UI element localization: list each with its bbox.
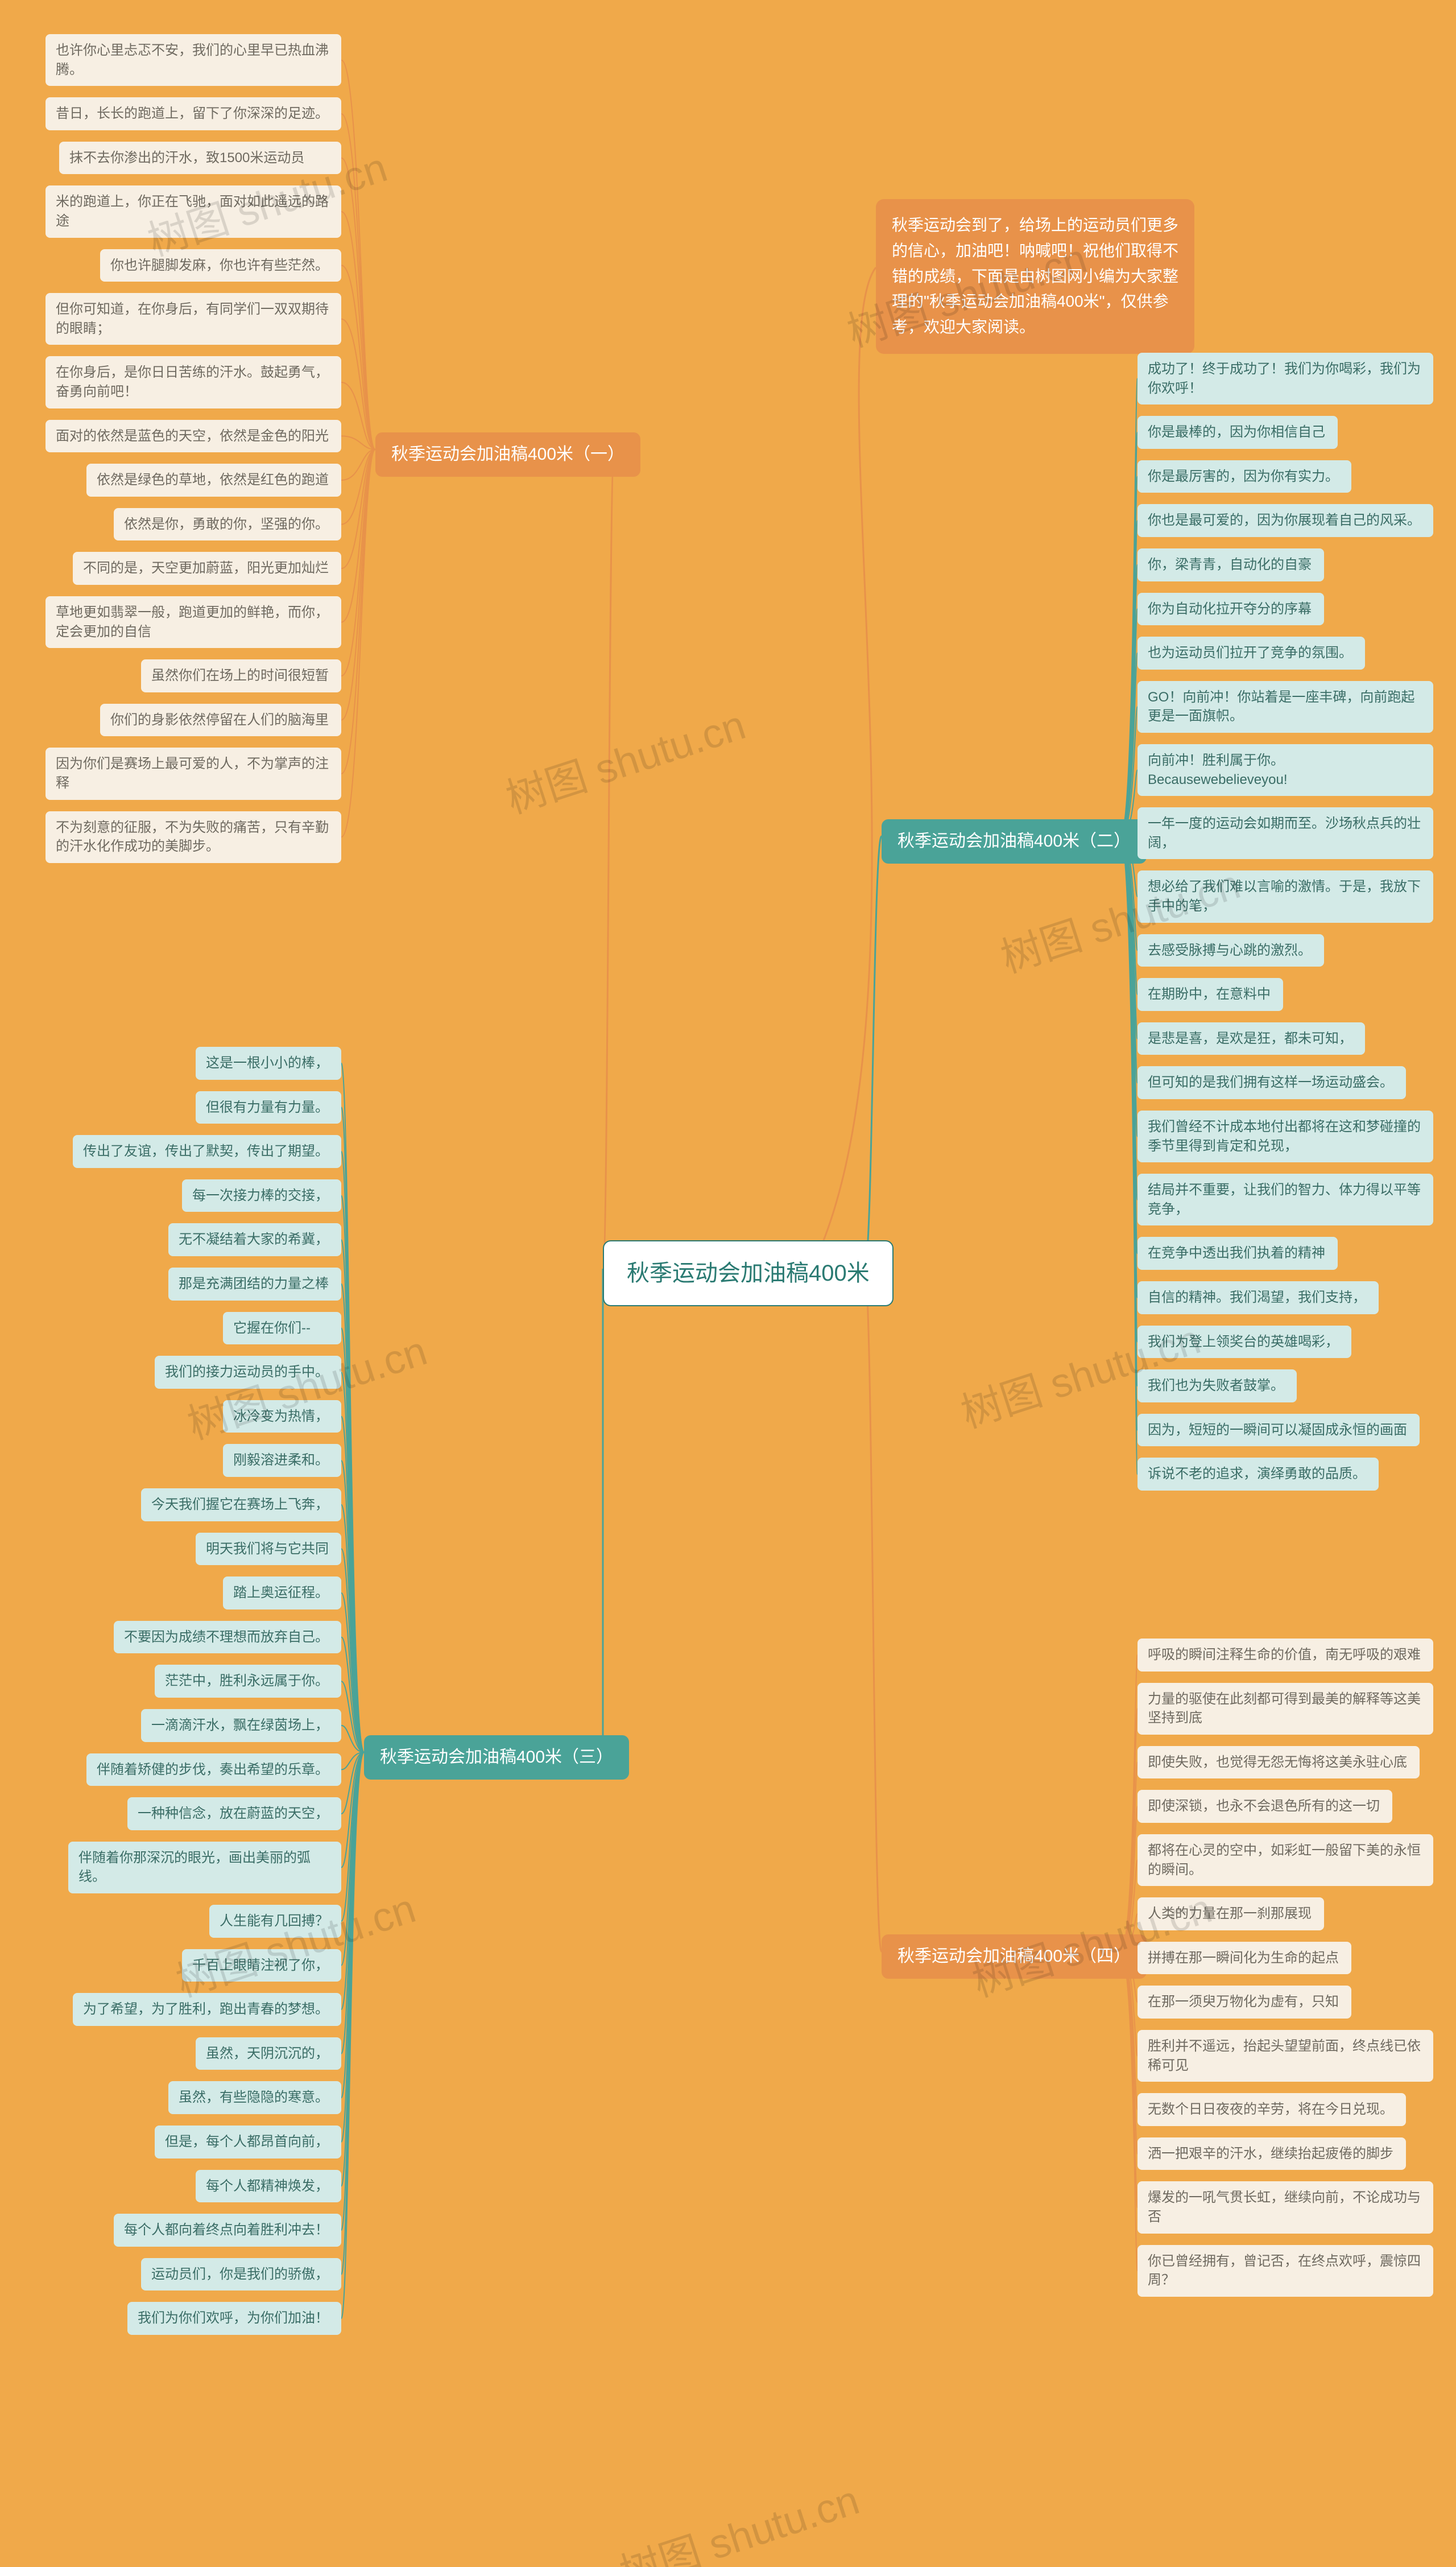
- leaf-node: 你已曾经拥有，曾记否，在终点欢呼，震惊四周？: [1138, 2245, 1433, 2297]
- leaf-node: 虽然你们在场上的时间很短暂: [141, 659, 341, 692]
- leaf-node: 抹不去你渗出的汗水，致1500米运动员: [59, 142, 341, 175]
- leaf-node: 虽然，天阴沉沉的，: [196, 2037, 341, 2070]
- leaf-node: 你，梁青青，自动化的自豪: [1138, 548, 1324, 581]
- leaf-node: 在你身后，是你日日苦练的汗水。鼓起勇气，奋勇向前吧！: [46, 356, 341, 408]
- leaf-node: 伴随着你那深沉的眼光，画出美丽的弧线。: [68, 1842, 341, 1893]
- leaf-node: 那是充满团结的力量之棒: [168, 1268, 341, 1301]
- watermark: 树图 shutu.cn: [167, 1875, 421, 2008]
- branch-node-b2: 秋季运动会加油稿400米（二）: [882, 819, 1147, 864]
- leaf-node: 我们曾经不计成本地付出都将在这和梦碰撞的季节里得到肯定和兑现，: [1138, 1111, 1433, 1162]
- leaf-node: 面对的依然是蓝色的天空，依然是金色的阳光: [46, 420, 341, 453]
- intro-text: 秋季运动会到了，给场上的运动员们更多的信心，加油吧！呐喊吧！祝他们取得不错的成绩…: [892, 216, 1178, 336]
- leaf-node: 这是一根小小的棒，: [196, 1047, 341, 1080]
- leaf-node: 一滴滴汗水，飘在绿茵场上，: [141, 1709, 341, 1742]
- leaf-node: 在竞争中透出我们执着的精神: [1138, 1237, 1338, 1270]
- leaf-node: 运动员们，你是我们的骄傲，: [141, 2258, 341, 2291]
- leaf-node: 成功了！终于成功了！我们为你喝彩，我们为你欢呼！: [1138, 353, 1433, 405]
- leaf-node: 我们为登上领奖台的英雄喝彩，: [1138, 1326, 1351, 1359]
- leaf-node: 力量的驱使在此刻都可得到最美的解释等这美坚持到底: [1138, 1683, 1433, 1735]
- leaf-node: 无不凝结着大家的希冀，: [168, 1223, 341, 1256]
- leaf-node: 向前冲！胜利属于你。Becausewebelieveyou!: [1138, 744, 1433, 796]
- leaf-node: 刚毅溶进柔和。: [223, 1444, 341, 1477]
- leaf-node: 自信的精神。我们渴望，我们支持，: [1138, 1281, 1379, 1314]
- leaf-node: 不要因为成绩不理想而放弃自己。: [114, 1621, 341, 1654]
- leaf-node: 拼搏在那一瞬间化为生命的起点: [1138, 1942, 1351, 1975]
- leaf-node: 你是最厉害的，因为你有实力。: [1138, 460, 1351, 493]
- leaf-node: 爆发的一吼气贯长虹，继续向前，不论成功与否: [1138, 2181, 1433, 2233]
- leaf-node: 米的跑道上，你正在飞驰，面对如此遥远的路途: [46, 185, 341, 237]
- leaf-node: 但是，每个人都昂首向前，: [155, 2126, 341, 2159]
- leaf-node: 在期盼中，在意料中: [1138, 978, 1283, 1011]
- leaf-node: 都将在心灵的空中，如彩虹一般留下美的永恒的瞬间。: [1138, 1834, 1433, 1886]
- leaf-node: 伴随着矫健的步伐，奏出希望的乐章。: [86, 1753, 341, 1786]
- leaf-node: 依然是你，勇敢的你，坚强的你。: [114, 508, 341, 541]
- leaf-node: GO！向前冲！你站着是一座丰碑，向前跑起更是一面旗帜。: [1138, 681, 1433, 733]
- leaf-node: 是悲是喜，是欢是狂，都未可知，: [1138, 1022, 1365, 1055]
- leaf-node: 但可知的是我们拥有这样一场运动盛会。: [1138, 1066, 1406, 1099]
- leaf-node: 虽然，有些隐隐的寒意。: [168, 2081, 341, 2114]
- leaf-node: 因为你们是赛场上最可爱的人，不为掌声的注释: [46, 748, 341, 799]
- leaf-node: 不为刻意的征服，不为失败的痛苦，只有辛勤的汗水化作成功的美脚步。: [46, 811, 341, 863]
- leaf-node: 呼吸的瞬间注释生命的价值，南无呼吸的艰难: [1138, 1639, 1433, 1672]
- leaf-node: 草地更如翡翠一般，跑道更加的鲜艳，而你，定会更加的自信: [46, 596, 341, 648]
- leaf-node: 我们的接力运动员的手中。: [155, 1356, 341, 1389]
- leaf-node: 明天我们将与它共同: [196, 1533, 341, 1566]
- leaf-node: 诉说不老的追求，演绎勇敢的品质。: [1138, 1458, 1379, 1491]
- leaf-node: 人生能有几回搏？: [209, 1905, 341, 1938]
- leaf-node: 在那一须臾万物化为虚有，只知: [1138, 1986, 1351, 2019]
- leaf-node: 也许你心里忐忑不安，我们的心里早已热血沸腾。: [46, 34, 341, 86]
- leaf-node: 去感受脉搏与心跳的激烈。: [1138, 934, 1324, 967]
- root-node: 秋季运动会加油稿400米: [603, 1240, 894, 1306]
- leaf-node: 每一次接力棒的交接，: [182, 1179, 341, 1212]
- leaf-node: 想必给了我们难以言喻的激情。于是，我放下手中的笔，: [1138, 870, 1433, 922]
- branch-node-b3: 秋季运动会加油稿400米（三）: [364, 1735, 629, 1780]
- leaf-node: 为了希望，为了胜利，跑出青春的梦想。: [73, 1993, 341, 2026]
- leaf-node: 它握在你们--: [223, 1312, 341, 1345]
- leaf-node: 你也许腿脚发麻，你也许有些茫然。: [100, 249, 341, 282]
- leaf-node: 胜利并不遥远，抬起头望望前面，终点线已依稀可见: [1138, 2030, 1433, 2082]
- leaf-node: 但你可知道，在你身后，有同学们一双双期待的眼睛；: [46, 293, 341, 345]
- root-label: 秋季运动会加油稿400米: [627, 1261, 870, 1286]
- watermark: 树图 shutu.cn: [497, 691, 751, 825]
- leaf-node: 你也是最可爱的，因为你展现着自己的风采。: [1138, 504, 1433, 537]
- leaf-node: 依然是绿色的草地，依然是红色的跑道: [86, 464, 341, 497]
- leaf-node: 传出了友谊，传出了默契，传出了期望。: [73, 1135, 341, 1168]
- leaf-node: 也为运动员们拉开了竞争的氛围。: [1138, 637, 1365, 670]
- leaf-node: 今天我们握它在赛场上飞奔，: [141, 1488, 341, 1521]
- leaf-node: 你为自动化拉开夺分的序幕: [1138, 593, 1324, 626]
- leaf-node: 我们为你们欢呼，为你们加油！: [127, 2302, 341, 2335]
- leaf-node: 因为，短短的一瞬间可以凝固成永恒的画面: [1138, 1414, 1420, 1447]
- leaf-node: 无数个日日夜夜的辛劳，将在今日兑现。: [1138, 2093, 1406, 2126]
- branch-node-b1: 秋季运动会加油稿400米（一）: [375, 432, 640, 477]
- leaf-node: 即使深锁，也永不会退色所有的这一切: [1138, 1790, 1392, 1823]
- intro-node: 秋季运动会到了，给场上的运动员们更多的信心，加油吧！呐喊吧！祝他们取得不错的成绩…: [876, 199, 1194, 354]
- leaf-node: 你们的身影依然停留在人们的脑海里: [100, 704, 341, 737]
- leaf-node: 茫茫中，胜利永远属于你。: [155, 1665, 341, 1698]
- leaf-node: 冰冷变为热情，: [223, 1400, 341, 1433]
- leaf-node: 不同的是，天空更加蔚蓝，阳光更加灿烂: [73, 552, 341, 585]
- leaf-node: 结局并不重要，让我们的智力、体力得以平等竞争，: [1138, 1174, 1433, 1225]
- leaf-node: 但很有力量有力量。: [196, 1091, 341, 1124]
- leaf-node: 洒一把艰辛的汗水，继续抬起疲倦的脚步: [1138, 2137, 1406, 2170]
- leaf-node: 昔日，长长的跑道上，留下了你深深的足迹。: [46, 97, 341, 130]
- leaf-node: 你是最棒的，因为你相信自己: [1138, 416, 1338, 449]
- leaf-node: 每个人都精神焕发，: [196, 2170, 341, 2203]
- leaf-node: 踏上奥运征程。: [223, 1576, 341, 1609]
- leaf-node: 即使失败，也觉得无怨无悔将这美永驻心底: [1138, 1746, 1420, 1779]
- leaf-node: 千百上眼睛注视了你，: [182, 1949, 341, 1982]
- leaf-node: 每个人都向着终点向着胜利冲去！: [114, 2214, 341, 2247]
- leaf-node: 我们也为失败者鼓掌。: [1138, 1369, 1297, 1402]
- leaf-node: 一种种信念，放在蔚蓝的天空，: [127, 1797, 341, 1830]
- branch-node-b4: 秋季运动会加油稿400米（四）: [882, 1934, 1147, 1979]
- leaf-node: 一年一度的运动会如期而至。沙场秋点兵的壮阔，: [1138, 807, 1433, 859]
- watermark: 树图 shutu.cn: [611, 2466, 865, 2567]
- leaf-node: 人类的力量在那一刹那展现: [1138, 1897, 1324, 1930]
